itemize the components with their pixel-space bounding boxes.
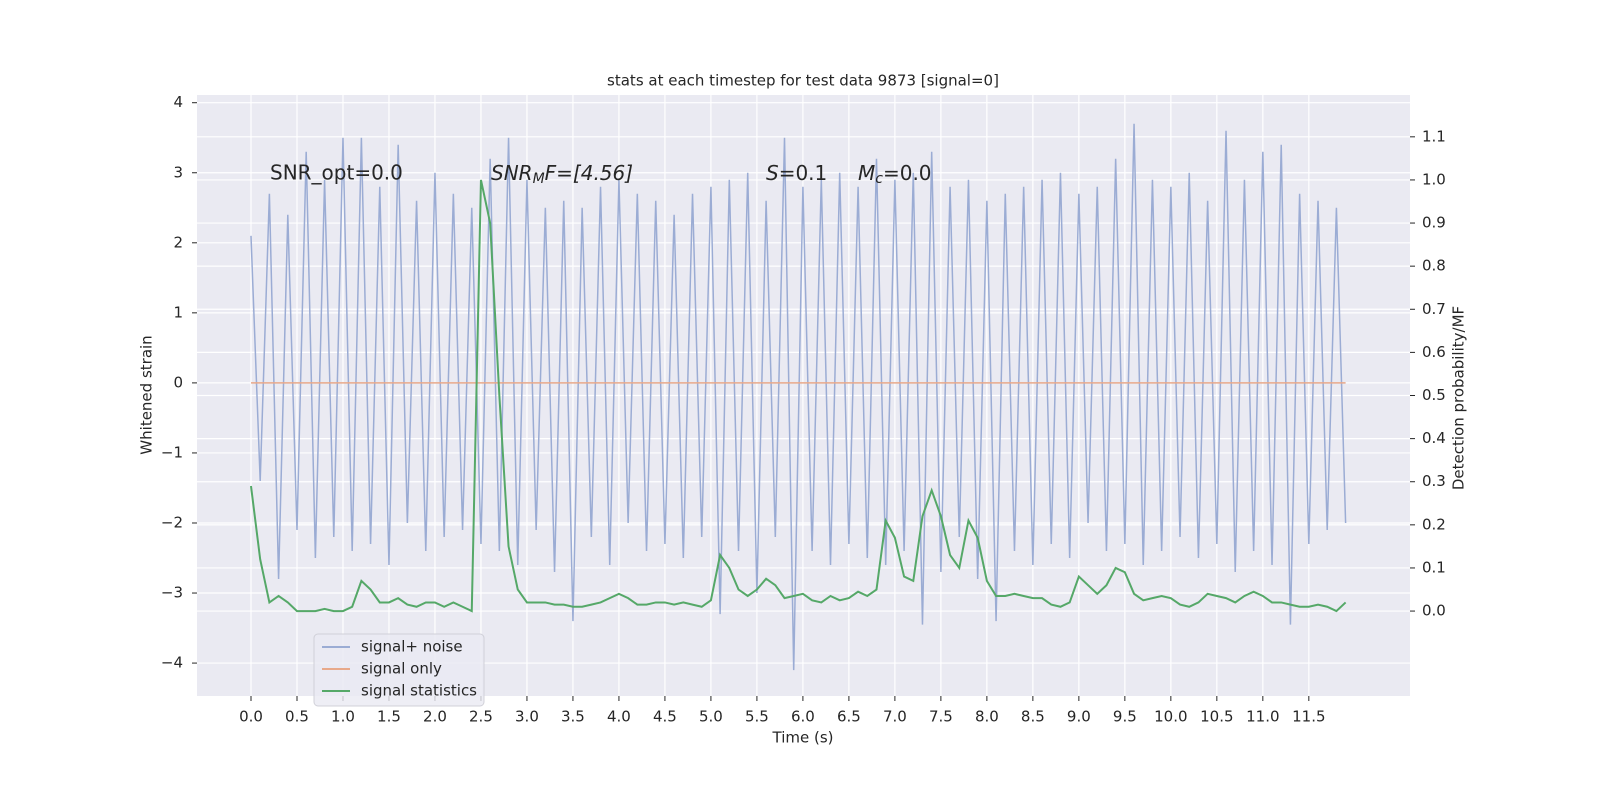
x-tick-label: 5.5 [745,708,769,726]
y-tick-label: 1 [173,303,183,321]
y2-tick-label: 0.8 [1422,257,1446,275]
y2-tick-label: 0.2 [1422,515,1446,533]
x-tick-label: 5.0 [699,708,723,726]
legend-box [313,633,485,707]
legend-label: signal+ noise [361,638,463,656]
x-tick-label: 10.5 [1200,708,1233,726]
y2-tick-label: 0.4 [1422,429,1446,447]
y2-tick-label: 0.7 [1422,300,1446,318]
line [249,179,1347,613]
annotation: S=0.1 [766,161,827,185]
x-tick-label: 9.0 [1067,708,1091,726]
annotation-part: F=[4.56] [545,161,633,185]
y2-tick-label: 1.0 [1422,170,1446,188]
x-tick-label: 8.5 [1021,708,1045,726]
annotation-part: =0.0 [883,161,932,185]
x-tick-label: 1.5 [377,708,401,726]
y2-tick-label: 0.9 [1422,214,1446,232]
x-tick-label: 2.0 [423,708,447,726]
x-tick-label: 0.5 [285,708,309,726]
x-tick-label: 7.0 [883,708,907,726]
annotation-part: M [858,161,875,185]
x-axis-label: Time (s) [772,729,834,747]
y-tick-label: −4 [161,654,183,672]
annotation-part: S [766,161,779,185]
x-tick-label: 11.0 [1246,708,1279,726]
legend: signal+ noise signal only signal statistic… [313,633,485,707]
annotation: SNRMF=[4.56] [491,161,633,188]
y2-tick-label: 0.3 [1422,472,1446,490]
y2-tick-label: 0.5 [1422,386,1446,404]
y2-axis-label: Detection probability/MF [1450,306,1468,490]
y2-tick-label: 0.1 [1422,558,1446,576]
annotation: Mc=0.0 [858,161,932,188]
annotation-part: M [533,171,545,187]
y2-tick-label: 1.1 [1422,127,1446,145]
x-tick-label: 6.0 [791,708,815,726]
chart-title: stats at each timestep for test data 987… [607,72,999,90]
x-tick-label: 8.0 [975,708,999,726]
y-axis-label: Whitened strain [138,335,156,454]
annotation: SNR_opt=0.0 [270,161,403,185]
y-tick-label: 4 [173,93,183,111]
x-tick-label: 3.5 [561,708,585,726]
y-tick-label: −3 [161,584,183,602]
y-tick-label: 0 [173,373,183,391]
y-tick-label: 2 [173,233,183,251]
x-tick-label: 11.5 [1292,708,1325,726]
legend-label: signal only [361,660,442,678]
line [250,123,1347,671]
x-tick-label: 7.5 [929,708,953,726]
y-tick-label: −2 [161,513,183,531]
x-tick-label: 4.5 [653,708,677,726]
x-tick-label: 6.5 [837,708,861,726]
x-tick-label: 1.0 [331,708,355,726]
x-tick-label: 0.0 [239,708,263,726]
legend-label: signal statistics [361,682,477,700]
y-tick-label: −1 [161,443,183,461]
annotation-part: SNR [491,161,533,185]
y2-tick-label: 0.6 [1422,343,1446,361]
x-tick-label: 3.0 [515,708,539,726]
x-tick-label: 4.0 [607,708,631,726]
x-tick-label: 10.0 [1154,708,1187,726]
annotation-part: c [875,171,883,187]
x-tick-label: 2.5 [469,708,493,726]
x-tick-label: 9.5 [1113,708,1137,726]
annotation-part: =0.1 [779,161,828,185]
y2-tick-label: 0.0 [1422,602,1446,620]
y-tick-label: 3 [173,163,183,181]
